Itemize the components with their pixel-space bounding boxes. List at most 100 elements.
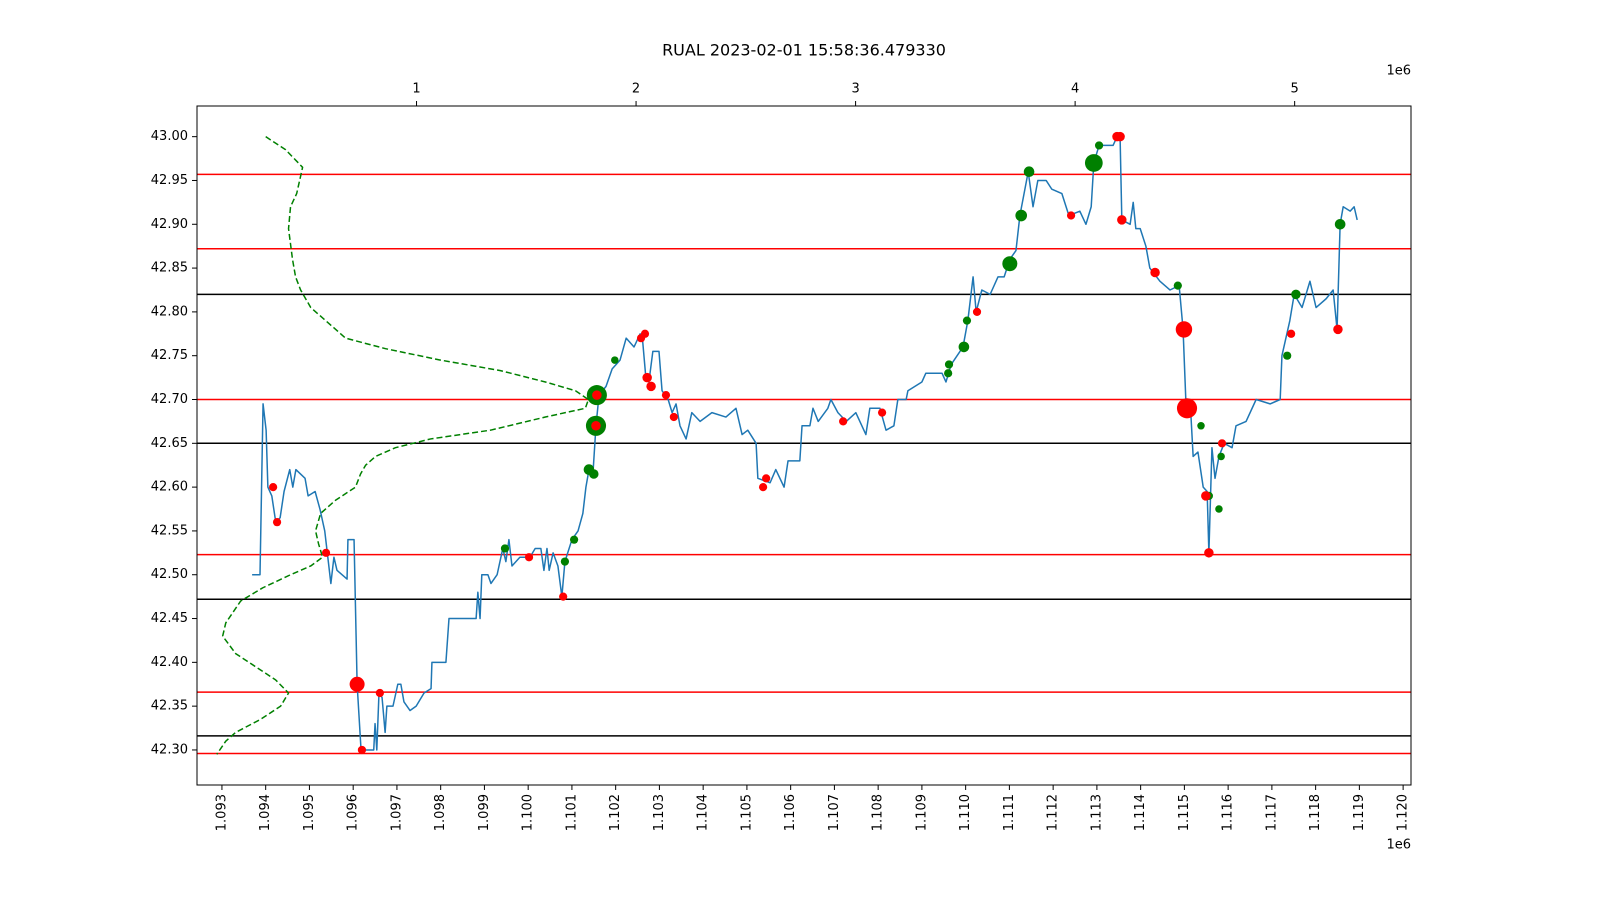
x2-tick-label: 1 — [412, 82, 420, 97]
trade-marker — [1002, 256, 1018, 272]
x-tick-label: 1.095 — [302, 794, 317, 831]
y-tick-label: 42.65 — [151, 436, 188, 451]
plot-frame — [196, 105, 1412, 786]
y-tick-label: 42.35 — [151, 699, 188, 714]
trade-marker — [839, 417, 848, 426]
trade-marker — [1117, 215, 1127, 225]
trade-marker — [591, 421, 601, 431]
x-tick-label: 1.119 — [1352, 794, 1367, 831]
x-tick-label: 1.114 — [1133, 794, 1148, 831]
trade-marker — [1150, 267, 1160, 278]
y-tick-label: 42.75 — [151, 348, 188, 363]
trade-marker — [1217, 439, 1227, 448]
trade-marker — [500, 544, 510, 553]
trade-marker — [560, 557, 570, 566]
trade-marker — [1334, 218, 1346, 230]
trade-marker — [1201, 491, 1211, 501]
trade-marker — [1173, 281, 1182, 290]
x-tick-label: 1.115 — [1177, 794, 1192, 831]
x-tick-label: 1.118 — [1308, 794, 1323, 831]
x-tick-label: 1.117 — [1264, 794, 1279, 831]
trade-marker — [269, 483, 278, 492]
trade-marker — [569, 535, 579, 544]
x-tick-label: 1.097 — [389, 794, 404, 831]
y-tick-label: 42.80 — [151, 304, 188, 319]
trade-marker — [1283, 351, 1292, 360]
trade-marker — [524, 553, 534, 562]
trade-marker — [972, 307, 982, 316]
y-tick-label: 43.00 — [151, 129, 188, 144]
trade-marker — [1215, 505, 1223, 513]
x-tick-label: 1.107 — [827, 794, 842, 831]
y-tick-label: 42.30 — [151, 742, 188, 757]
trade-marker — [1066, 211, 1076, 220]
x-tick-label: 1.109 — [914, 794, 929, 831]
trade-marker — [877, 408, 887, 417]
trade-marker — [1291, 289, 1301, 300]
trade-marker — [642, 372, 652, 383]
trade-marker — [944, 369, 953, 378]
trade-marker — [1217, 452, 1225, 461]
x2-tick-label: 5 — [1291, 82, 1299, 97]
trade-marker — [611, 356, 619, 364]
x-tick-label: 1.113 — [1089, 794, 1104, 831]
x2-offset-label: 1e6 — [1386, 64, 1411, 79]
trade-marker — [589, 469, 599, 479]
trade-marker — [592, 390, 602, 400]
trade-marker — [272, 518, 282, 527]
trade-marker — [1333, 324, 1343, 335]
y-tick-label: 42.40 — [151, 655, 188, 670]
x-tick-label: 1.102 — [608, 794, 623, 831]
y-tick-label: 42.55 — [151, 523, 188, 538]
trade-marker — [1176, 398, 1198, 419]
trade-marker — [1175, 321, 1193, 338]
x-tick-label: 1.093 — [214, 794, 229, 831]
trade-marker — [559, 592, 568, 601]
x-tick-label: 1.116 — [1221, 794, 1236, 831]
x-tick-label: 1.099 — [477, 794, 492, 831]
trade-marker — [1204, 548, 1214, 558]
y-tick-label: 42.85 — [151, 261, 188, 276]
x-tick-label: 1.111 — [1002, 794, 1017, 831]
x-tick-label: 1.096 — [346, 794, 361, 831]
x2-tick-label: 4 — [1071, 82, 1079, 97]
trade-marker — [661, 391, 671, 400]
x-tick-label: 1.112 — [1046, 794, 1061, 831]
x-tick-label: 1.101 — [564, 794, 579, 831]
y-tick-label: 42.95 — [151, 173, 188, 188]
trade-marker — [958, 341, 970, 353]
trade-marker — [1287, 329, 1296, 338]
y-tick-label: 42.70 — [151, 392, 188, 407]
x-tick-label: 1.104 — [696, 794, 711, 831]
trade-marker — [1023, 166, 1035, 178]
x-tick-label: 1.120 — [1396, 794, 1411, 831]
trade-marker — [640, 329, 650, 338]
trade-marker — [321, 548, 331, 557]
x-offset-label: 1e6 — [1386, 838, 1411, 853]
trade-marker — [1115, 131, 1125, 142]
x2-tick-label: 3 — [851, 82, 859, 97]
y-tick-label: 42.60 — [151, 480, 188, 495]
x-tick-label: 1.103 — [652, 794, 667, 831]
trade-marker — [646, 381, 656, 392]
y-tick-label: 42.50 — [151, 567, 188, 582]
trade-marker — [762, 474, 771, 483]
trade-marker — [375, 688, 384, 698]
x-tick-label: 1.105 — [739, 794, 754, 831]
trade-marker — [1197, 422, 1205, 430]
trade-marker — [349, 676, 365, 692]
y-tick-label: 42.45 — [151, 611, 188, 626]
x-tick-label: 1.106 — [783, 794, 798, 831]
y-tick-label: 42.90 — [151, 217, 188, 232]
trade-marker — [357, 745, 367, 755]
trade-marker — [1015, 209, 1028, 222]
x-tick-label: 1.108 — [871, 794, 886, 831]
trade-marker — [1094, 141, 1104, 150]
trade-marker — [669, 412, 678, 422]
x-tick-label: 1.098 — [433, 794, 448, 831]
x2-tick-label: 2 — [632, 82, 640, 97]
chart-title: RUAL 2023-02-01 15:58:36.479330 — [662, 41, 946, 60]
trade-marker — [944, 360, 954, 369]
